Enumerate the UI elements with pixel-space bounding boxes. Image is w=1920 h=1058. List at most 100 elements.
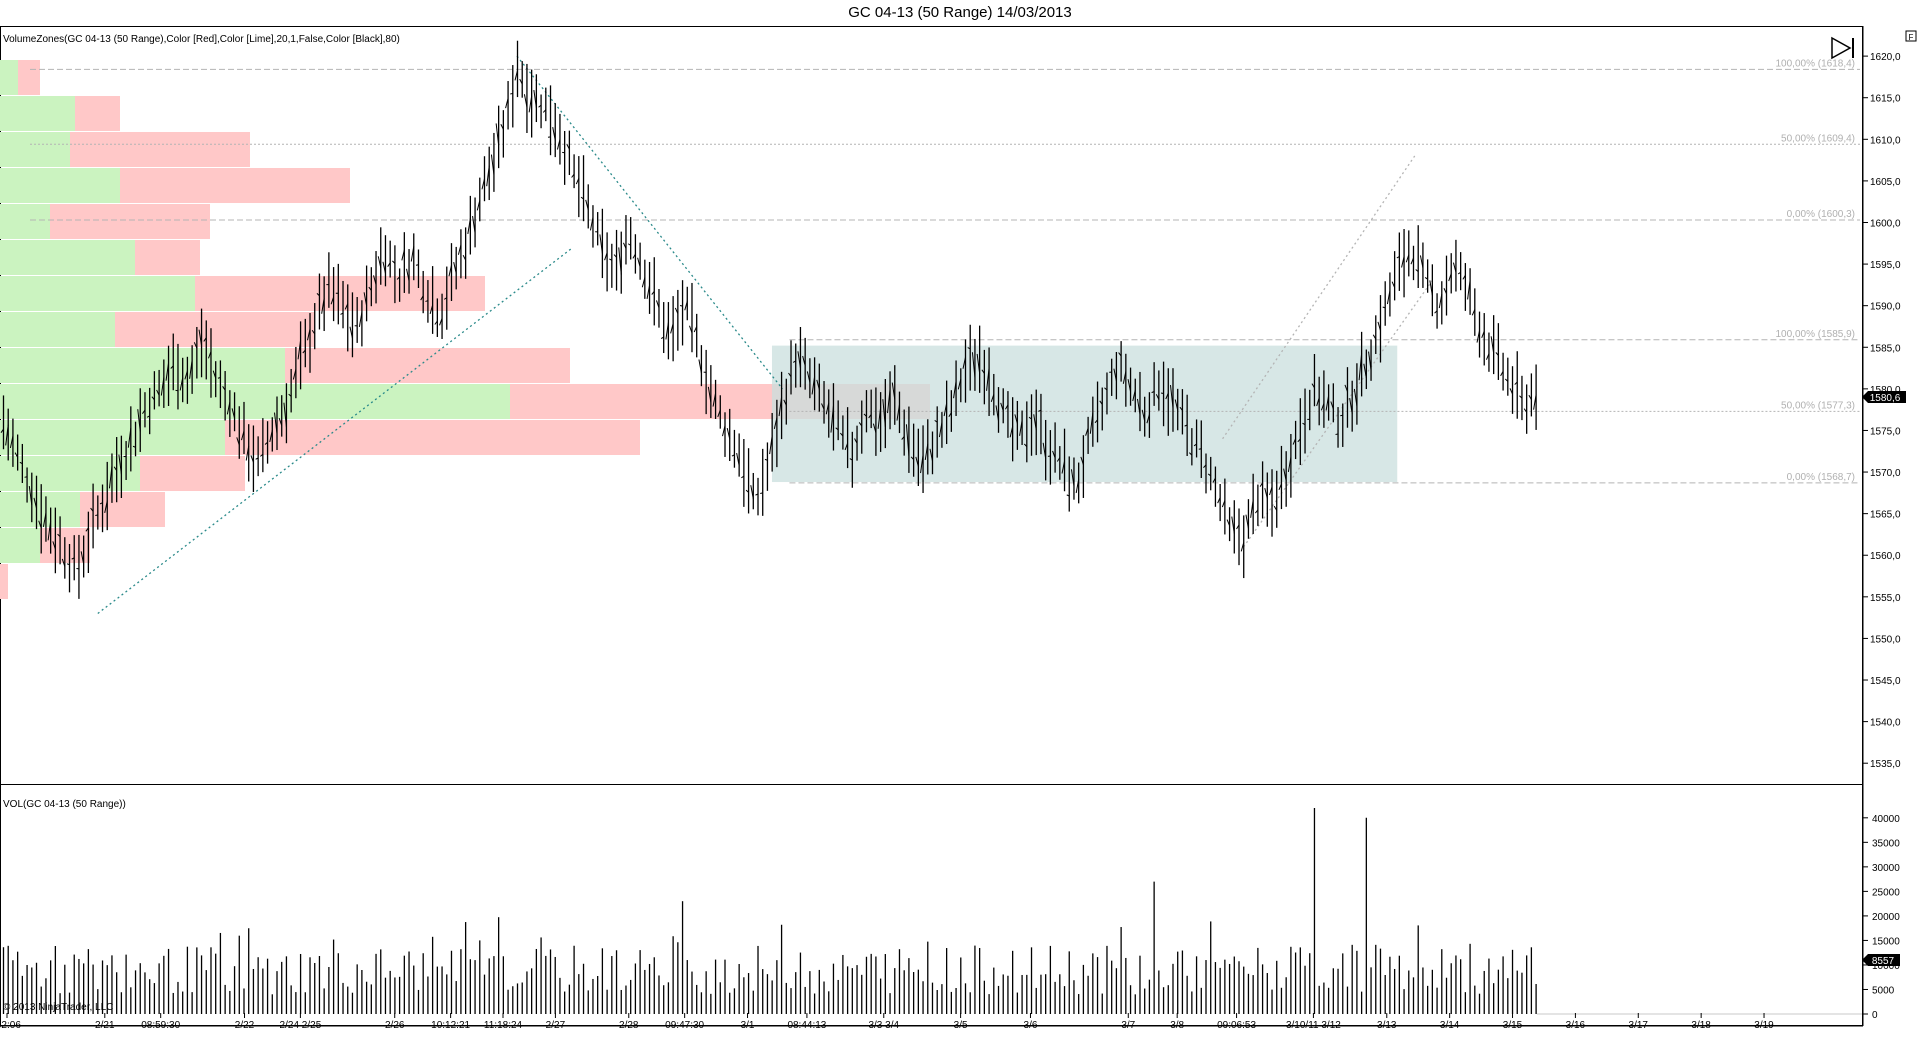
volume-panel-frame [0,784,1863,1026]
price-bar-open [674,307,679,314]
time-tick-label: 3/8 [1170,1020,1184,1031]
price-bar-open [486,165,490,187]
price-bar-open [962,357,966,369]
price-tick-label: 1570,0 [1870,468,1901,479]
price-bar-open [580,196,584,200]
price-bar-open [1207,473,1212,477]
time-tick-label: 08:59:30 [141,1020,180,1031]
chart-title: GC 04-13 (50 Range) 14/03/2013 [848,4,1072,21]
price-bar-open [1424,277,1428,280]
price-bar-open [226,402,231,415]
price-axis: 1620,0 1615,0 1610,0 1605,0 1600,0 1595,0 1590… [1863,52,1901,770]
price-bar-open [528,95,533,113]
volume-tick-label: 25000 [1872,887,1900,898]
price-bar-open [1269,486,1273,496]
price-bar-open [160,377,165,396]
price-bar-open [632,253,636,259]
price-bar-open [938,422,943,438]
price-bar-open [1155,394,1160,400]
price-bar-open [1141,409,1146,422]
price-bar-open [222,386,226,391]
price-bar-open [377,256,382,268]
fib-level-label: 100,00% (1618,4) [1775,58,1855,69]
price-bar-open [641,277,646,288]
time-tick-label: 08:44:13 [787,1020,826,1031]
price-bar-open [99,502,103,505]
price-bar-open [510,92,513,95]
buy-volume-zone [0,420,225,455]
price-bar-open [1203,464,1207,469]
price-bar-open [1009,426,1014,438]
price-bar-open [9,435,14,449]
price-bar-open [953,381,957,399]
price-bar-open [373,275,377,285]
price-bar-open [1448,273,1452,282]
price-bar-open [269,430,273,443]
price-bar-open [1033,414,1037,431]
price-bar-open [439,318,443,326]
price-bar-open [203,337,207,342]
price-bar-open [910,456,914,460]
downtrend-line [516,55,783,390]
volume-indicator-label: VOL(GC 04-13 (50 Range)) [3,799,126,810]
buy-volume-zone [0,348,285,383]
price-bar-open [57,533,61,538]
price-bar-open [104,500,108,513]
time-tick-label: 09:06:53 [1217,1020,1256,1031]
price-bar-open [863,413,867,417]
price-bar-open [61,558,66,567]
corner-button[interactable]: F [1905,30,1917,42]
price-bar-open [1372,334,1377,340]
time-tick-label: 2/24 2/25 [280,1020,322,1031]
price-tick-label: 1545,0 [1870,676,1901,687]
price-bar-open [1038,409,1042,412]
price-bar-open [835,427,839,431]
price-bar-open [118,454,122,475]
fibonacci-layer: 100,00% (1618,4) 50,00% (1609,4) 0,00% (16… [30,58,1860,484]
price-bar-open [1320,403,1325,411]
price-bar-open [792,360,796,363]
price-bar-open [396,276,400,280]
price-bar-open [165,362,170,381]
price-bar-open [693,326,698,333]
price-bar-open [1264,487,1268,499]
price-bar-open [957,378,962,390]
time-tick-label: 3/16 [1566,1020,1586,1031]
price-bar-open [750,485,754,500]
price-tick-label: 1595,0 [1870,260,1901,271]
price-bar-open [368,286,372,291]
price-bar-open [1250,499,1254,518]
price-bar-open [1231,516,1235,534]
price-bar-open [604,252,608,261]
price-bar-open [1226,519,1231,526]
price-tick-label: 1615,0 [1870,94,1901,105]
time-tick-label: 3/3 3/4 [868,1020,899,1031]
price-bar-open [1240,542,1245,552]
volume-tick-label: 35000 [1872,838,1900,849]
price-bar-open [1113,368,1117,382]
consolidation-box-layer [771,345,1398,483]
price-bar-open [1005,404,1009,410]
price-bar-open [1127,379,1132,392]
price-bar-open [1434,310,1438,314]
price-bar-open [745,489,749,493]
last-price-badge: 1580,6 [1862,391,1906,404]
price-bar-open [429,304,434,315]
last-price-value: 1580,6 [1870,393,1901,404]
consolidation-box [771,345,1398,483]
price-bar-open [108,465,113,489]
volume-zones-label: VolumeZones(GC 04-13 (50 Range),Color [R… [3,34,400,45]
price-bar-open [198,329,203,346]
price-bar-open [764,458,768,461]
time-tick-label: 10:12:21 [431,1020,470,1031]
price-bar-open [1273,505,1278,511]
price-bar-open [585,199,589,211]
price-bar-open [420,295,424,301]
price-bar-open [1104,387,1108,391]
time-tick-label: 3/5 [954,1020,968,1031]
price-bar-open [321,297,325,314]
price-bar-open [217,377,221,379]
play-to-end-icon[interactable] [1831,36,1854,60]
price-tick-label: 1565,0 [1870,510,1901,521]
